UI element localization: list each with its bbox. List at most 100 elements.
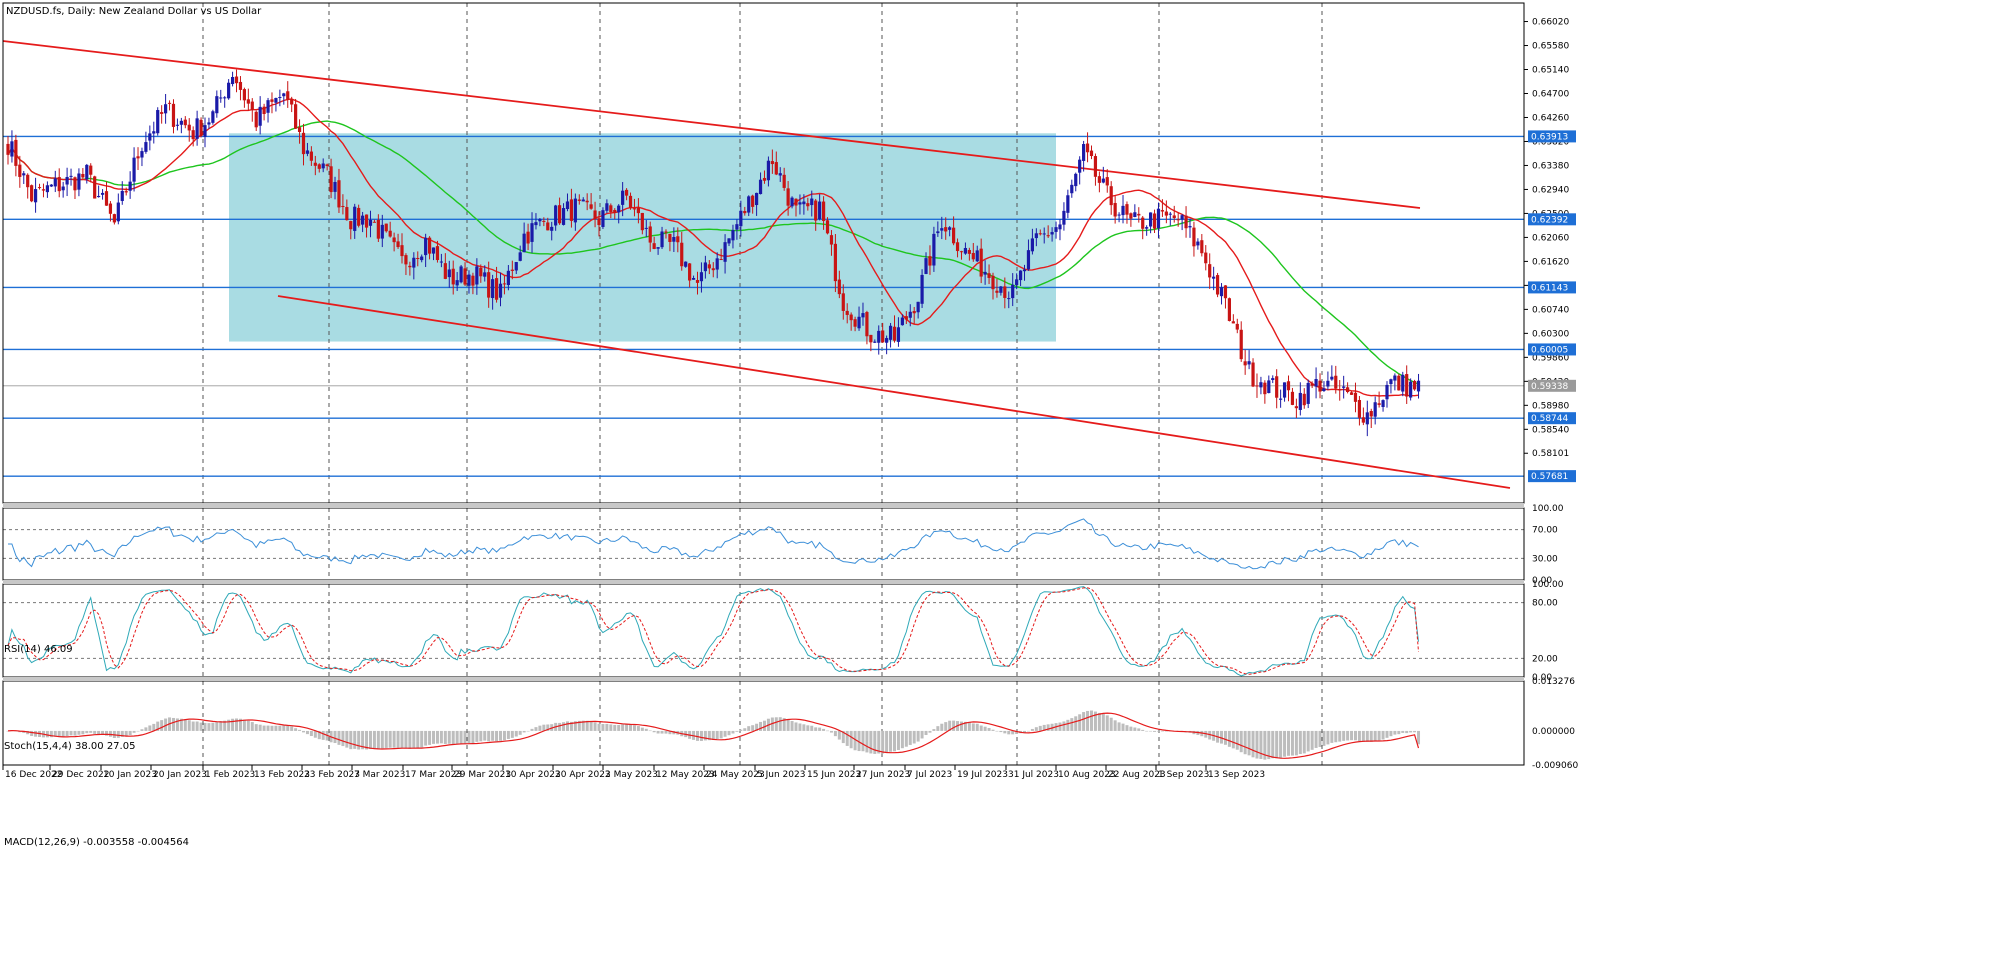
candle-body	[156, 110, 160, 134]
candle-body	[475, 266, 479, 285]
macd-histogram-bar	[857, 730, 861, 752]
macd-histogram-bar	[629, 724, 633, 731]
candle-body	[888, 325, 893, 340]
candle-body	[1026, 250, 1031, 270]
candle-body	[498, 283, 503, 298]
candle-body	[238, 81, 243, 90]
macd-histogram-bar	[806, 725, 810, 731]
price-axis-label: 0.62940	[1532, 185, 1569, 195]
candle-body	[1259, 382, 1263, 388]
candle-body	[1184, 215, 1188, 229]
macd-histogram-bar	[136, 730, 140, 732]
price-axis-label: 0.65140	[1532, 66, 1569, 76]
macd-histogram-bar	[191, 721, 195, 731]
candle-body	[1314, 378, 1318, 387]
candle-body	[660, 231, 664, 248]
macd-histogram-bar	[640, 727, 644, 731]
macd-histogram-bar	[1160, 730, 1164, 732]
macd-histogram-bar	[632, 725, 636, 731]
candle-body	[561, 208, 566, 225]
candle-body	[605, 203, 609, 211]
candle-body	[1334, 375, 1338, 389]
candle-body	[183, 119, 187, 126]
macd-histogram-bar	[837, 730, 841, 740]
candle-body	[494, 278, 499, 300]
macd-histogram-bar	[69, 730, 73, 736]
candle-body	[219, 97, 223, 99]
candle-body	[345, 207, 349, 221]
macd-axis-label: 0.013276	[1532, 677, 1575, 687]
candle-body	[1267, 380, 1271, 394]
candle-body	[451, 268, 455, 285]
date-axis-label: 10 Aug 2023	[1058, 770, 1116, 780]
candle-body	[928, 256, 932, 266]
macd-histogram-bar	[1149, 730, 1153, 732]
candle-body	[849, 314, 853, 321]
candle-body	[286, 91, 290, 100]
macd-histogram-bar	[152, 723, 156, 731]
candle-body	[1105, 177, 1109, 186]
candle-body	[81, 173, 85, 178]
macd-histogram-bar	[77, 730, 81, 735]
macd-histogram-bar	[719, 730, 723, 739]
candle-body	[404, 255, 408, 265]
candle-body	[597, 218, 601, 226]
macd-histogram-bar	[1145, 730, 1149, 732]
macd-histogram-bar	[538, 725, 542, 731]
candle-body	[656, 247, 660, 249]
macd-histogram-bar	[778, 717, 782, 731]
macd-histogram-bar	[621, 724, 625, 731]
candle-body	[719, 259, 723, 261]
candle-body	[1133, 212, 1137, 218]
candle-body	[778, 173, 782, 176]
macd-histogram-bar	[435, 730, 439, 744]
candle-body	[892, 326, 897, 341]
candle-body	[416, 257, 420, 259]
candle-body	[1042, 233, 1046, 235]
candle-body	[250, 101, 254, 110]
candle-body	[1015, 279, 1019, 285]
macd-histogram-bar	[495, 730, 499, 742]
candle-body	[1085, 143, 1090, 153]
price-axis-label: 0.62060	[1532, 233, 1569, 243]
macd-histogram-bar	[1050, 723, 1054, 731]
candle-body	[317, 164, 321, 169]
macd-histogram-bar	[979, 725, 983, 731]
candle-body	[1093, 156, 1098, 177]
candle-body	[691, 278, 696, 280]
macd-histogram-bar	[171, 717, 175, 731]
macd-histogram-bar	[656, 730, 660, 734]
macd-histogram-bar	[696, 730, 699, 741]
macd-histogram-bar	[1361, 730, 1365, 742]
candle-body	[1346, 387, 1350, 392]
date-axis-label: 22 Aug 2023	[1108, 770, 1166, 780]
candle-body	[510, 269, 514, 271]
macd-histogram-bar	[727, 730, 731, 736]
macd-histogram-bar	[774, 717, 778, 731]
price-axis-label: 0.60300	[1532, 329, 1569, 339]
candle-body	[881, 330, 885, 343]
macd-histogram-bar	[759, 721, 763, 731]
date-axis-label: 29 Dec 2022	[52, 770, 110, 780]
candle-body	[916, 301, 920, 313]
macd-histogram-bar	[463, 730, 467, 744]
macd-histogram-bar	[877, 730, 881, 754]
macd-histogram-bar	[384, 730, 388, 748]
macd-histogram-bar	[617, 725, 621, 731]
date-axis-label: 10 Apr 2023	[505, 770, 561, 780]
candle-body	[644, 227, 648, 229]
macd-histogram-bar	[822, 728, 826, 731]
date-axis-label: 10 Jan 2023	[103, 770, 157, 780]
macd-histogram-bar	[416, 730, 420, 749]
macd-histogram-bar	[231, 718, 235, 731]
candle-body	[538, 219, 542, 222]
candle-body	[290, 99, 294, 105]
candle-body	[1074, 173, 1078, 187]
candle-body	[1125, 204, 1129, 215]
candle-body	[912, 311, 916, 314]
macd-histogram-bar	[365, 730, 369, 750]
candle-body	[37, 187, 42, 189]
macd-histogram-bar	[1097, 712, 1101, 731]
candle-body	[821, 201, 826, 221]
